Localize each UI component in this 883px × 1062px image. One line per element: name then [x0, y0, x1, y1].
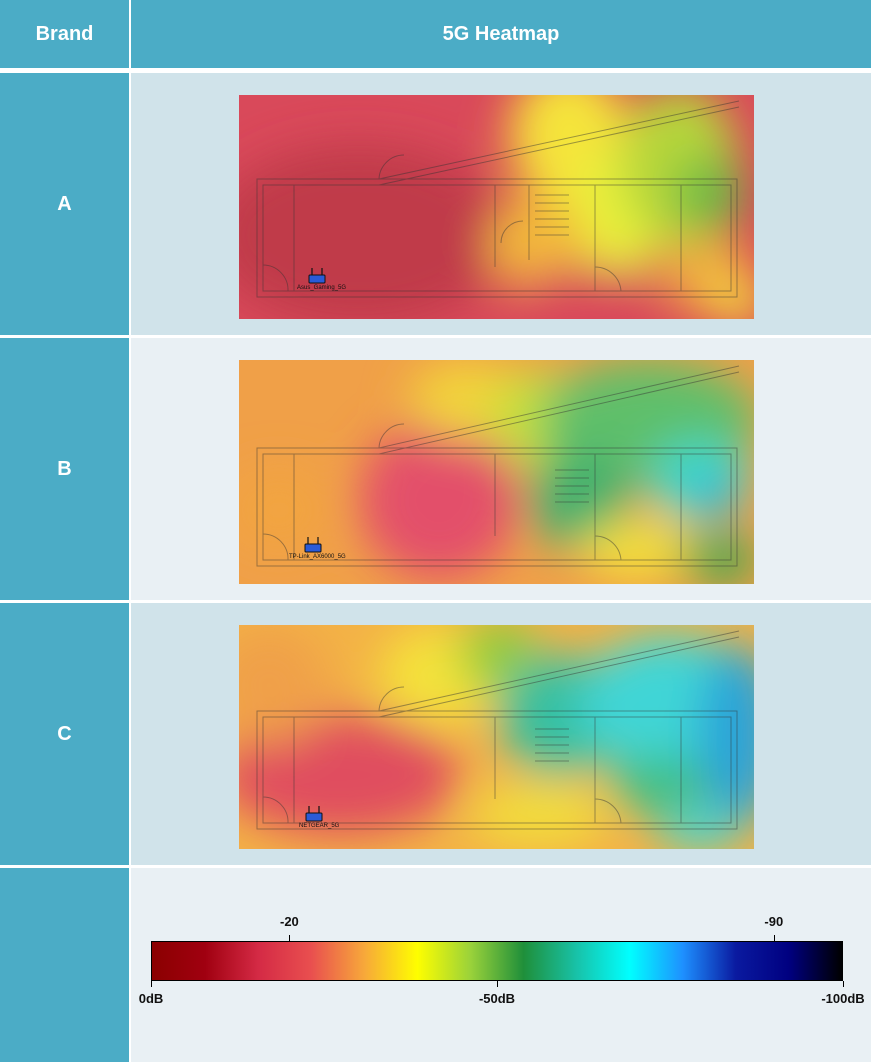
router-label: NETGEAR_5G: [299, 823, 340, 829]
router-icon: [304, 537, 322, 553]
legend-brand-cell: [0, 868, 129, 1062]
router-icon: [308, 268, 326, 284]
legend-lower-tick-mark: [151, 981, 152, 987]
heatmap-header-label: 5G Heatmap: [442, 22, 560, 45]
brand-label: B: [57, 457, 72, 480]
router-label: TP-Link_AX6000_5G: [289, 554, 346, 560]
heatmap-cell-c: NETGEAR_5G: [131, 603, 871, 865]
brand-cell-b: B: [0, 338, 129, 600]
legend-upper-tick-mark: [773, 935, 775, 941]
legend-lower-tick-label: 0dB: [138, 991, 164, 1006]
brand-cell-a: A: [0, 73, 129, 335]
legend-lower-tick-label: -100dB: [821, 991, 865, 1006]
legend-lower-tick-mark: [497, 981, 498, 987]
legend-upper-tick-mark: [289, 935, 291, 941]
heatmap-cell-a: Asus_Gaming_5G: [131, 73, 871, 335]
brand-label: C: [57, 722, 72, 745]
legend-upper-tick-label: -20: [279, 914, 299, 929]
brand-column-header: Brand: [0, 0, 129, 68]
brand-cell-c: C: [0, 603, 129, 865]
legend-cell: -20 -90 0dB -50dB -100dB: [131, 868, 871, 1062]
heatmap-cell-b: TP-Link_AX6000_5G: [131, 338, 871, 600]
router-icon: [305, 806, 323, 822]
legend-upper-tick-label: -90: [764, 914, 784, 929]
router-label: Asus_Gaming_5G: [297, 285, 346, 291]
heatmap-image-b: TP-Link_AX6000_5G: [239, 360, 754, 584]
legend-lower-tick-label: -50dB: [478, 991, 516, 1006]
brand-label: A: [57, 192, 72, 215]
color-scale-bar: [151, 941, 843, 981]
heatmap-image-a: Asus_Gaming_5G: [239, 95, 754, 319]
brand-header-label: Brand: [35, 22, 94, 45]
heatmap-image-c: NETGEAR_5G: [239, 625, 754, 849]
heatmap-column-header: 5G Heatmap: [131, 0, 871, 68]
legend-lower-tick-mark: [843, 981, 844, 987]
